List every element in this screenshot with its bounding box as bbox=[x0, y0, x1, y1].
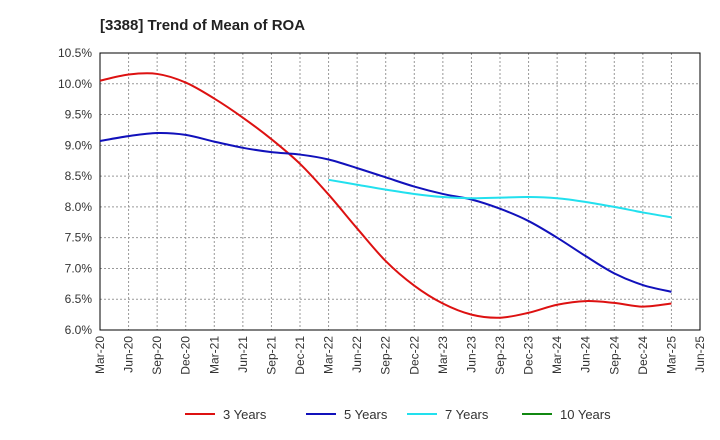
y-tick-label: 8.5% bbox=[65, 169, 93, 183]
x-tick-label: Sep-23 bbox=[493, 336, 507, 375]
x-tick-label: Jun-25 bbox=[693, 336, 707, 373]
chart-title: [3388] Trend of Mean of ROA bbox=[100, 17, 305, 34]
x-tick-label: Jun-23 bbox=[464, 336, 478, 373]
x-tick-label: Jun-20 bbox=[122, 336, 136, 373]
x-tick-label: Dec-24 bbox=[636, 336, 650, 375]
x-tick-label: Sep-22 bbox=[379, 336, 393, 375]
x-tick-label: Sep-20 bbox=[150, 336, 164, 375]
y-tick-label: 8.0% bbox=[65, 200, 93, 214]
y-tick-label: 7.0% bbox=[65, 261, 93, 275]
legend-label-3-years: 3 Years bbox=[223, 407, 267, 422]
x-tick-label: Mar-22 bbox=[322, 336, 336, 374]
legend: 3 Years 5 Years 7 Years 10 Years bbox=[185, 407, 611, 422]
x-tick-label: Mar-23 bbox=[436, 336, 450, 374]
y-tick-label: 9.0% bbox=[65, 138, 93, 152]
grid bbox=[100, 53, 700, 330]
series-line-5-years bbox=[99, 131, 672, 293]
series-lines bbox=[99, 72, 672, 319]
y-axis: 6.0% 6.5% 7.0% 7.5% 8.0% 8.5% 9.0% 9.5% 10.0% 10.… bbox=[58, 46, 92, 337]
x-tick-label: Jun-21 bbox=[236, 336, 250, 373]
x-tick-label: Sep-24 bbox=[607, 336, 621, 375]
y-tick-label: 9.5% bbox=[65, 108, 93, 122]
x-tick-label: Mar-25 bbox=[664, 336, 678, 374]
series-line-3-years bbox=[99, 72, 672, 319]
x-tick-label: Jun-24 bbox=[579, 336, 593, 373]
x-tick-label: Dec-23 bbox=[522, 336, 536, 375]
x-tick-label: Sep-21 bbox=[264, 336, 278, 375]
y-tick-label: 6.5% bbox=[65, 292, 93, 306]
x-tick-label: Dec-20 bbox=[179, 336, 193, 375]
plot-area bbox=[99, 52, 701, 331]
y-tick-label: 6.0% bbox=[65, 323, 93, 337]
series-line-7-years bbox=[328, 178, 672, 219]
legend-label-10-years: 10 Years bbox=[560, 407, 611, 422]
x-tick-label: Dec-21 bbox=[293, 336, 307, 375]
y-tick-label: 10.0% bbox=[58, 77, 92, 91]
x-tick-label: Dec-22 bbox=[407, 336, 421, 375]
y-tick-label: 7.5% bbox=[65, 231, 93, 245]
x-tick-label: Mar-21 bbox=[207, 336, 221, 374]
x-tick-label: Mar-24 bbox=[550, 336, 564, 374]
y-tick-label: 10.5% bbox=[58, 46, 92, 60]
x-axis: Mar-20 Jun-20 Sep-20 Dec-20 Mar-21 Jun-21 Sep-… bbox=[93, 336, 707, 375]
legend-label-7-years: 7 Years bbox=[445, 407, 489, 422]
x-tick-label: Mar-20 bbox=[93, 336, 107, 374]
x-tick-label: Jun-22 bbox=[350, 336, 364, 373]
legend-label-5-years: 5 Years bbox=[344, 407, 388, 422]
